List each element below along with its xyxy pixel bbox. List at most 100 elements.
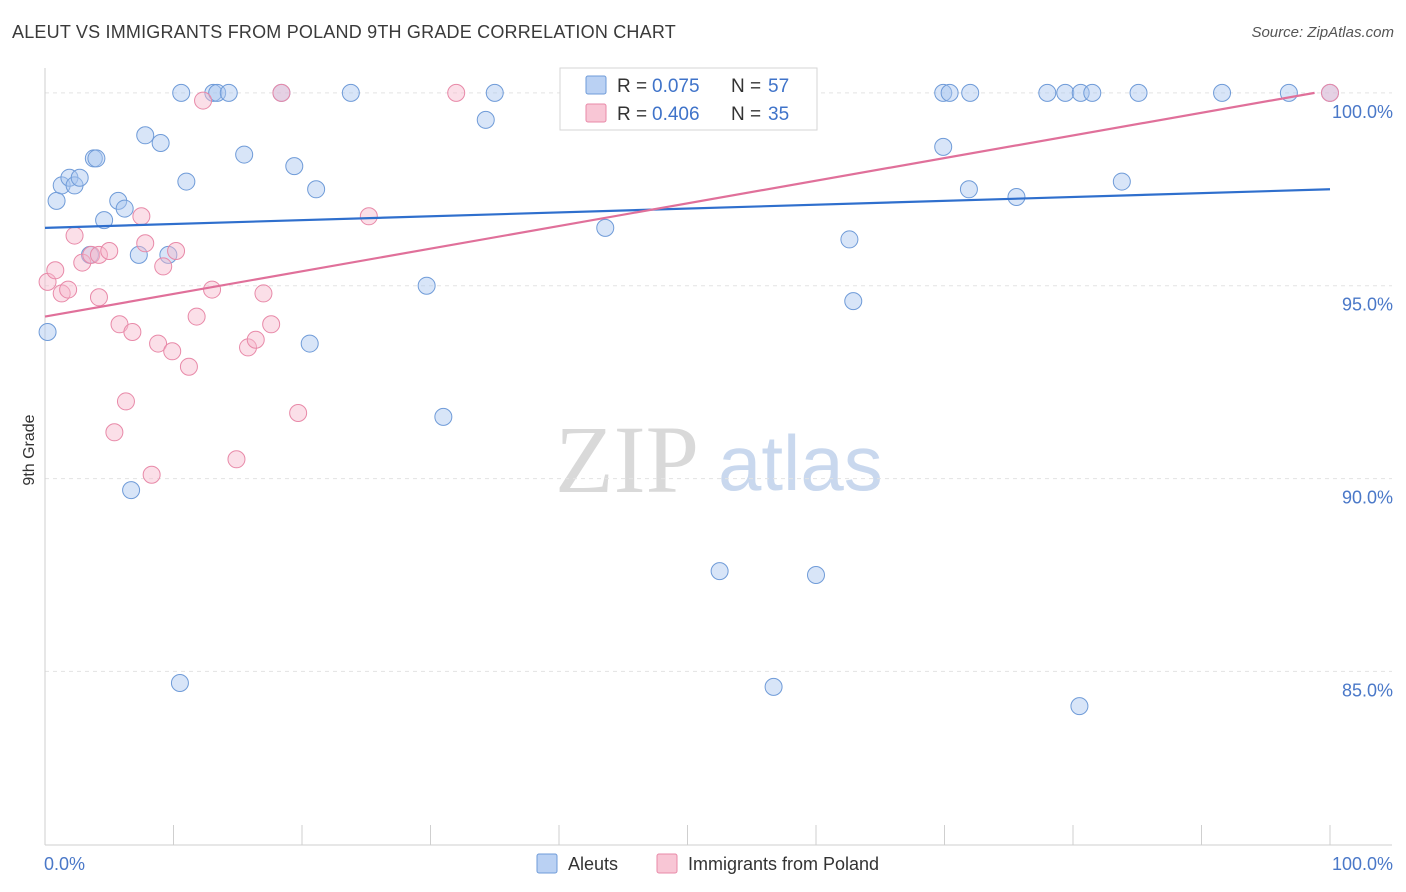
data-point (123, 323, 142, 341)
legend-r-label-poland: R = (617, 104, 647, 125)
data-point (447, 83, 466, 102)
series-legend: Aleuts Immigrants from Poland (536, 853, 879, 874)
data-point (272, 83, 291, 102)
data-point (1007, 188, 1026, 206)
legend-n-value-aleuts: 57 (768, 76, 789, 97)
data-point (82, 245, 101, 264)
data-point (235, 145, 254, 164)
data-point (934, 137, 953, 156)
data-point (59, 280, 78, 299)
data-point (167, 242, 186, 260)
data-point (89, 245, 108, 264)
series-aleuts-points (38, 83, 1339, 716)
data-point (65, 226, 84, 245)
data-point (417, 276, 436, 295)
data-point (52, 176, 71, 195)
bottom-legend-label-poland: Immigrants from Poland (688, 854, 879, 874)
data-point (194, 91, 213, 110)
trend-lines (44, 91, 1331, 318)
data-point (87, 149, 106, 168)
data-point (170, 674, 189, 692)
data-point (246, 330, 265, 349)
data-point (1083, 83, 1102, 102)
data-point (1070, 697, 1089, 716)
data-point (100, 242, 119, 260)
data-point (203, 280, 222, 299)
watermark-zip: ZIP (555, 406, 699, 513)
data-point (129, 245, 148, 264)
watermark-atlas: atlas (718, 419, 883, 507)
series-poland-points (38, 83, 1339, 484)
data-point (187, 307, 206, 326)
data-point (434, 407, 453, 426)
legend-n-label-poland: N = (731, 104, 761, 125)
grid-lines (45, 92, 1392, 672)
data-point (844, 292, 863, 311)
legend-n-value-poland: 35 (768, 104, 789, 125)
data-point (254, 284, 273, 303)
data-point (70, 168, 89, 187)
watermark: ZIP atlas (555, 406, 883, 513)
data-point (227, 450, 246, 469)
data-point (1056, 83, 1075, 102)
data-point (1129, 83, 1148, 102)
data-point (300, 334, 319, 353)
data-point (116, 392, 135, 411)
data-point (940, 83, 959, 102)
data-point (596, 218, 615, 237)
axes (44, 68, 1392, 846)
y-tick-label: 100.0% (1332, 102, 1393, 122)
x-tick-labels: 0.0% 100.0% (44, 854, 1393, 874)
data-point (262, 315, 281, 334)
trend-line (44, 188, 1331, 229)
data-point (1213, 83, 1232, 102)
data-point (151, 134, 170, 152)
y-tick-labels: 100.0% 95.0% 90.0% 85.0% (1332, 102, 1393, 701)
stats-legend: R = 0.075 N = 57 R = 0.406 N = 35 (559, 67, 818, 131)
data-point (961, 83, 980, 102)
legend-r-value-aleuts: 0.075 (652, 76, 700, 97)
data-point (840, 230, 859, 249)
data-point (122, 481, 141, 500)
x-tick-label: 100.0% (1332, 854, 1393, 874)
data-point (46, 261, 65, 280)
data-point (239, 338, 258, 357)
data-point (136, 126, 155, 145)
data-point (710, 562, 729, 581)
data-point (105, 423, 124, 442)
legend-r-value-poland: 0.406 (652, 104, 700, 125)
y-tick-label: 85.0% (1342, 680, 1393, 700)
data-point (89, 288, 108, 307)
y-tick-label: 90.0% (1342, 488, 1393, 508)
data-point (1321, 83, 1339, 102)
data-point (1038, 83, 1057, 102)
data-point (163, 342, 182, 361)
data-point (285, 157, 304, 176)
data-point (1112, 172, 1131, 191)
data-point (38, 323, 57, 341)
data-point (219, 83, 238, 102)
data-point (136, 234, 155, 253)
source-credit: Source: ZipAtlas.com (1251, 24, 1394, 41)
x-tick-label: 0.0% (44, 854, 85, 874)
data-point (109, 191, 128, 210)
data-point (307, 180, 326, 199)
data-point (476, 110, 495, 129)
data-point (142, 465, 161, 484)
data-point (132, 207, 151, 226)
data-point (359, 207, 378, 226)
data-point (149, 334, 168, 353)
data-point (204, 83, 223, 102)
data-point (341, 83, 360, 102)
data-point (959, 180, 978, 199)
data-point (934, 83, 953, 102)
data-point (73, 253, 92, 272)
legend-n-label-aleuts: N = (731, 76, 761, 97)
legend-swatch-poland (585, 103, 607, 123)
data-point (485, 83, 504, 102)
data-point (764, 677, 783, 696)
data-point (47, 191, 66, 210)
bottom-legend-label-aleuts: Aleuts (568, 854, 618, 874)
y-axis-title: 9th Grade (21, 414, 38, 485)
